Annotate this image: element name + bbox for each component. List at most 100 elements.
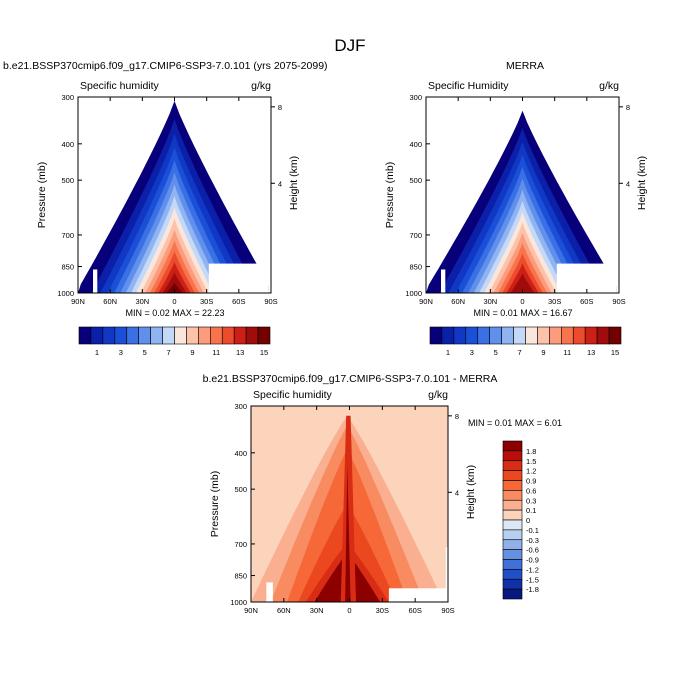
colorbar-label: 5	[494, 348, 498, 357]
y-tick-label: 400	[234, 449, 247, 458]
colorbar-swatch	[502, 519, 523, 531]
colorbar-swatch	[477, 326, 490, 345]
figure-title: DJF	[334, 36, 366, 55]
colorbar-label: 11	[212, 348, 220, 357]
colorbar-label: 15	[611, 348, 619, 357]
colorbar-swatch	[465, 326, 479, 345]
colorbar-swatch	[502, 539, 523, 550]
colorbar-swatch	[257, 326, 271, 345]
panel-0-units: g/kg	[251, 80, 271, 92]
mask-antarctica	[208, 263, 269, 293]
colorbar-0	[78, 326, 271, 345]
x-tick-label: 90N	[71, 297, 85, 306]
mask-antarctica	[388, 588, 448, 602]
colorbar-swatch	[210, 326, 223, 345]
colorbar-swatch	[502, 578, 523, 590]
colorbar-swatch	[162, 326, 175, 345]
panel-1-minmax: MIN = 0.01 MAX = 16.67	[473, 308, 573, 318]
mask-greenland	[93, 269, 98, 293]
colorbar-swatch	[584, 326, 598, 345]
colorbar-swatch	[502, 450, 523, 462]
mask-greenland	[441, 269, 446, 293]
colorbar-label: -1.8	[526, 585, 539, 594]
x-tick-label: 0	[172, 297, 176, 306]
y-tick-label: 1000	[405, 289, 422, 298]
colorbar-swatch	[198, 326, 211, 345]
y-tick-label: 850	[234, 572, 247, 581]
panel-1-field-label: Specific Humidity	[428, 80, 509, 92]
colorbar-swatch	[537, 326, 550, 345]
colorbar-label: 5	[143, 348, 147, 357]
colorbar-label: 13	[236, 348, 244, 357]
contour-level-14	[510, 273, 535, 293]
colorbar-swatch	[513, 326, 526, 345]
contour-level-15	[166, 282, 183, 293]
x-tick-label: 60N	[103, 297, 117, 306]
colorbar-label: 3	[470, 348, 474, 357]
colorbar-swatch	[502, 569, 523, 580]
colorbar-swatch	[186, 326, 199, 345]
x-tick-label: 60S	[232, 297, 245, 306]
mask-greenland	[266, 582, 273, 602]
x-tick-label: 30N	[135, 297, 149, 306]
panel-2-minmax: MIN = 0.01 MAX = 6.01	[468, 418, 563, 428]
x-tick-label: 30N	[310, 606, 324, 615]
colorbar-label: 7	[517, 348, 521, 357]
colorbar-swatch	[596, 326, 610, 345]
mask-antarctica	[556, 263, 617, 293]
panel-0-minmax: MIN = 0.02 MAX = 22.23	[125, 308, 225, 318]
y-tick-label: 1000	[230, 598, 247, 607]
colorbar-label: 1.8	[526, 447, 536, 456]
colorbar-label: 9	[190, 348, 194, 357]
y-axis-title: Pressure (mb)	[384, 162, 396, 229]
y-tick-label: 500	[234, 485, 247, 494]
colorbar-label: 1	[446, 348, 450, 357]
colorbar-swatch	[525, 326, 538, 345]
y-tick-label: 500	[409, 176, 422, 185]
colorbar-label: 0.6	[526, 486, 536, 495]
x-tick-label: 60S	[580, 297, 593, 306]
colorbar-swatch	[502, 588, 523, 600]
y-axis-title: Pressure (mb)	[36, 162, 48, 229]
colorbar-label: -1.5	[526, 575, 539, 584]
y2-tick-label: 8	[455, 412, 459, 421]
x-tick-label: 0	[347, 606, 351, 615]
x-tick-label: 30S	[376, 606, 389, 615]
colorbar-swatch	[102, 326, 116, 345]
colorbar-label: 0	[526, 516, 530, 525]
y2-axis-title: Height (km)	[636, 156, 648, 210]
colorbar-swatch	[502, 480, 523, 491]
y-tick-label: 700	[61, 231, 74, 240]
colorbar-swatch	[245, 326, 259, 345]
colorbar-label: 7	[166, 348, 170, 357]
colorbar-swatch	[453, 326, 467, 345]
colorbar-label: -1.2	[526, 565, 539, 574]
colorbar-swatch	[502, 509, 523, 521]
y2-tick-label: 4	[278, 179, 282, 188]
panel-2-units: g/kg	[428, 389, 448, 401]
colorbar-swatch	[549, 326, 562, 345]
equatorial-core	[345, 464, 351, 602]
y-tick-label: 400	[409, 140, 422, 149]
y-tick-label: 700	[409, 231, 422, 240]
panel-1	[425, 96, 623, 294]
colorbar-swatch	[502, 559, 523, 570]
colorbar-swatch	[502, 549, 523, 560]
colorbar-swatch	[138, 326, 151, 345]
x-tick-label: 60N	[277, 606, 291, 615]
panel-2-field-label: Specific humidity	[253, 389, 332, 401]
colorbar-swatch	[78, 326, 92, 345]
x-tick-label: 90N	[419, 297, 433, 306]
colorbar-swatch	[501, 326, 514, 345]
y-tick-label: 300	[61, 93, 74, 102]
colorbar-label: 1.2	[526, 467, 536, 476]
colorbar-label: 1.5	[526, 457, 536, 466]
x-tick-label: 0	[520, 297, 524, 306]
panel-2-title: b.e21.BSSP370cmip6.f09_g17.CMIP6-SSP3-7.…	[202, 373, 498, 385]
colorbar-swatch	[561, 326, 574, 345]
y2-tick-label: 4	[455, 488, 459, 497]
colorbar-label: 0.3	[526, 496, 536, 505]
colorbar-swatch	[114, 326, 128, 345]
y2-tick-label: 8	[626, 103, 630, 112]
